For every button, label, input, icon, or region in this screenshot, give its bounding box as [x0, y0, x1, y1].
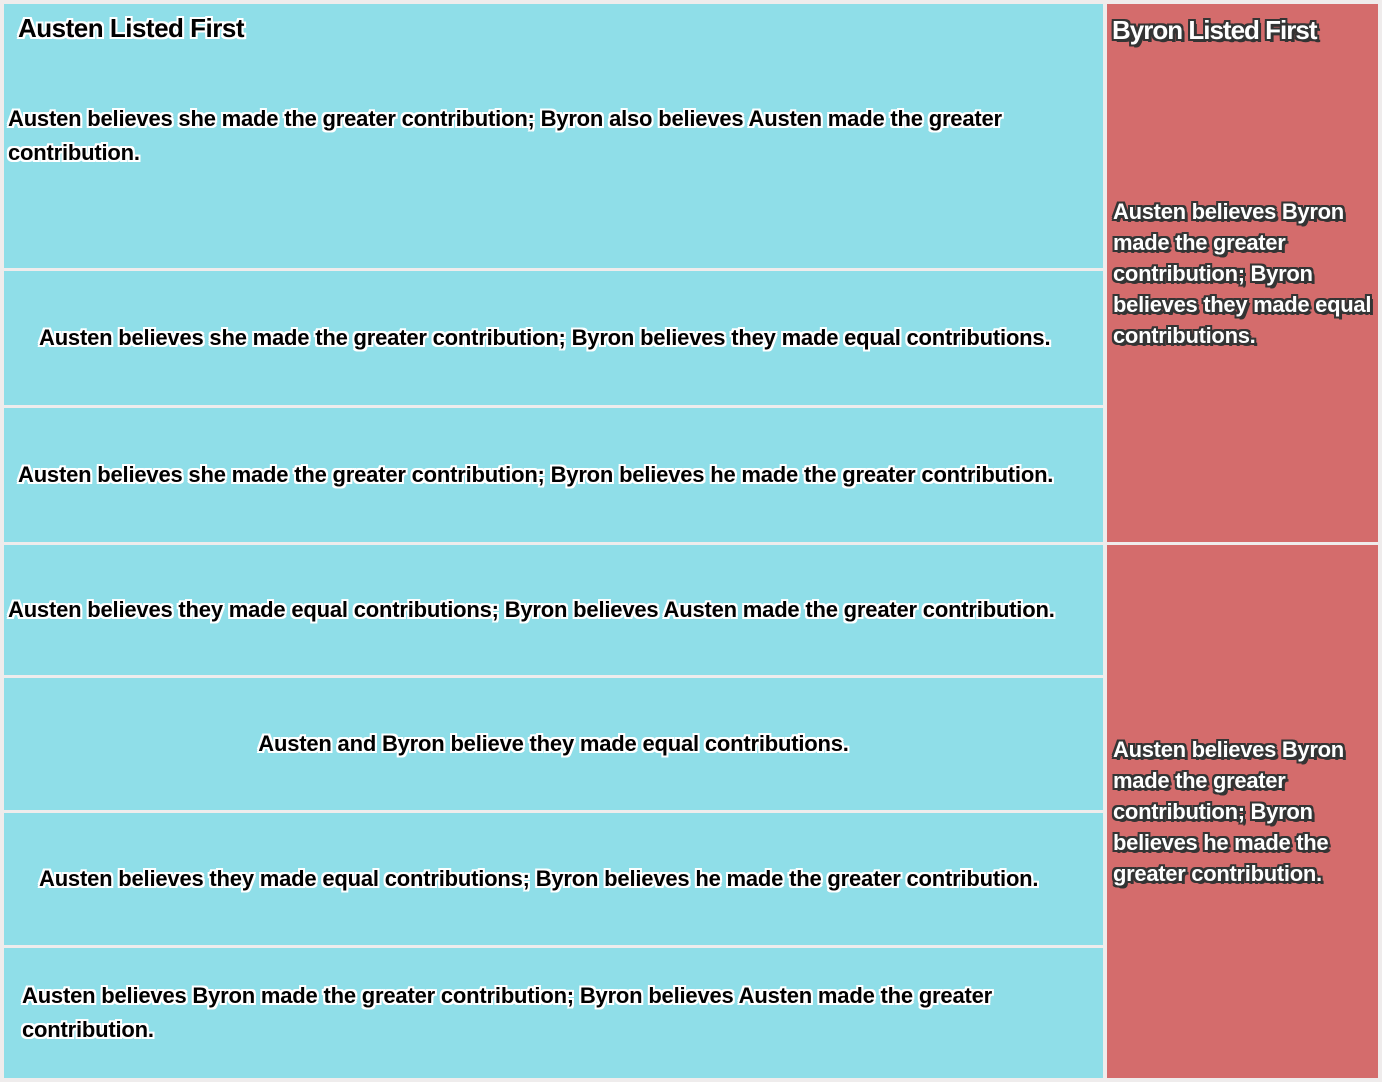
austen-cell-1: Austen Listed First Austen believes she … [4, 4, 1103, 268]
cell-text-austen-1: Austen believes she made the greater con… [8, 106, 1002, 165]
byron-cell-2: Austen believes Byron made the greater c… [1107, 545, 1378, 1078]
austen-cell-4: Austen believes they made equal contribu… [4, 545, 1103, 675]
byron-cell-1: Byron Listed First Austen believes Byron… [1107, 4, 1378, 542]
austen-cell-3: Austen believes she made the greater con… [4, 408, 1103, 542]
byron-column-header: Byron Listed First [1112, 15, 1317, 45]
austen-cell-5: Austen and Byron believe they made equal… [4, 678, 1103, 810]
austen-cell-2: Austen believes she made the greater con… [4, 271, 1103, 405]
cell-text-austen-3: Austen believes she made the greater con… [18, 462, 1054, 487]
cell-text-byron-2: Austen believes Byron made the greater c… [1113, 737, 1344, 886]
austen-column-header: Austen Listed First [18, 13, 244, 43]
byron-listed-first-column: Byron Listed First Austen believes Byron… [1107, 4, 1378, 1078]
cell-text-austen-6: Austen believes they made equal contribu… [39, 866, 1039, 891]
cell-text-austen-5: Austen and Byron believe they made equal… [258, 731, 849, 756]
cell-text-austen-7: Austen believes Byron made the greater c… [22, 983, 993, 1042]
cell-text-byron-1: Austen believes Byron made the greater c… [1113, 198, 1372, 348]
austen-cell-7: Austen believes Byron made the greater c… [4, 948, 1103, 1078]
cell-text-austen-2: Austen believes she made the greater con… [39, 325, 1051, 350]
austen-cell-6: Austen believes they made equal contribu… [4, 813, 1103, 945]
austen-listed-first-column: Austen Listed First Austen believes she … [4, 4, 1103, 1078]
cell-text-austen-4: Austen believes they made equal contribu… [8, 597, 1055, 622]
